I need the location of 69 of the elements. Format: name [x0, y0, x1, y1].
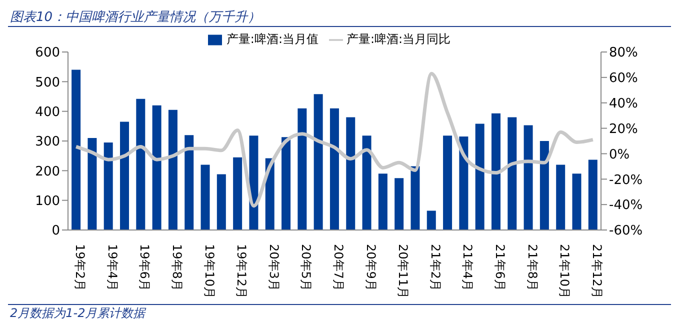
y2-tick-label: 80%	[609, 46, 638, 61]
y-tick-label: 200	[35, 164, 60, 180]
x-tick-label: 19年2月	[73, 244, 88, 291]
x-tick-label: 19年10月	[202, 244, 216, 299]
x-tick-label: 20年11月	[396, 244, 410, 299]
bar	[394, 178, 404, 230]
x-tick-label: 19年4月	[105, 244, 120, 291]
bar	[588, 160, 598, 230]
y-tick-label: 500	[35, 75, 60, 90]
x-tick-label: 20年9月	[364, 244, 378, 291]
y2-tick-label: -40%	[609, 198, 643, 214]
bar	[330, 108, 339, 230]
x-tick-label: 19年6月	[138, 244, 152, 291]
y2-tick-label: 20%	[609, 122, 638, 137]
bar	[249, 136, 258, 230]
x-tick-label: 21年10月	[558, 244, 572, 299]
bar	[524, 125, 533, 230]
bar	[104, 142, 113, 230]
text: 2月数据为1-2月累计数据	[10, 306, 146, 320]
bar	[362, 136, 372, 230]
bar	[556, 164, 566, 230]
bar	[426, 210, 436, 230]
line-series	[74, 72, 595, 208]
bar	[282, 137, 291, 230]
bar	[540, 141, 549, 230]
x-tick-label: 19年12月	[234, 244, 249, 299]
bar	[459, 136, 468, 230]
x-tick-label: 20年3月	[266, 244, 281, 291]
bar	[216, 174, 226, 230]
bar	[88, 138, 97, 230]
x-tick-label: 19年8月	[170, 244, 184, 291]
bar	[233, 157, 242, 230]
bar	[508, 117, 517, 230]
y2-tick-label: 0%	[609, 147, 630, 162]
legend-label: 产量:啤酒:当月同比	[346, 32, 451, 46]
x-tick-label: 21年4月	[460, 244, 475, 291]
bar	[410, 166, 420, 230]
y-tick-label: 400	[35, 104, 60, 120]
x-tick-label: 21年8月	[525, 244, 540, 291]
bar	[443, 136, 452, 230]
x-tick-label: 20年5月	[299, 244, 314, 291]
bar	[491, 113, 500, 230]
bar	[152, 105, 162, 230]
bar	[136, 98, 146, 230]
x-tick-label: 21年6月	[493, 244, 508, 291]
bar	[72, 70, 81, 230]
bar	[168, 110, 178, 230]
y2-tick-label: -60%	[609, 224, 643, 239]
bar	[120, 122, 130, 230]
bar	[378, 174, 388, 230]
y-tick-label: 100	[35, 194, 60, 209]
bar	[184, 135, 194, 230]
bar	[572, 174, 582, 230]
y-tick-label: 600	[35, 46, 60, 61]
x-tick-label: 21年2月	[428, 244, 442, 291]
x-tick-label: 20年7月	[332, 244, 346, 291]
y2-tick-label: -20%	[609, 172, 643, 188]
bar	[298, 108, 307, 230]
bar	[200, 164, 210, 230]
legend-label: 产量:啤酒:当月值	[226, 32, 318, 46]
y-tick-label: 0	[52, 224, 60, 239]
y2-tick-label: 40%	[609, 96, 638, 112]
y2-tick-label: 60%	[609, 71, 638, 86]
bar	[346, 117, 356, 230]
y-tick-label: 300	[35, 134, 60, 150]
bar	[314, 94, 323, 230]
chart-title: 图表10：中国啤酒行业产量情况（万千升）	[8, 8, 671, 27]
x-tick-label: 21年12月	[590, 244, 604, 299]
bar	[475, 124, 484, 230]
